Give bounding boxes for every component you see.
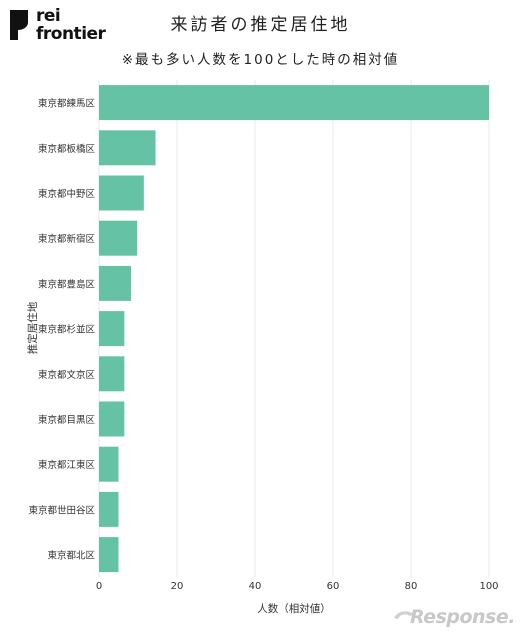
bar: [99, 130, 156, 166]
category-label: 東京都杉並区: [38, 324, 96, 336]
watermark-swoosh-icon: [394, 611, 414, 619]
x-tick-label: 60: [327, 581, 340, 592]
chart-subtitle: ※最も多い人数を100とした時の相対値: [121, 52, 400, 68]
category-label: 東京都中野区: [38, 188, 96, 200]
x-tick-label: 80: [405, 581, 418, 592]
bar: [99, 265, 131, 301]
x-tick-label: 20: [171, 581, 184, 592]
x-tick-labels: 0 20 40 60 80 100: [96, 581, 499, 592]
bar: [99, 85, 489, 121]
logo-mark-icon: [10, 10, 28, 40]
category-label: 東京都板橋区: [38, 143, 96, 155]
category-label: 東京都練馬区: [38, 98, 96, 110]
rei-frontier-logo: rei frontier: [8, 6, 128, 46]
bar: [99, 356, 125, 392]
x-axis-label: 人数（相対値）: [257, 602, 331, 615]
bar: [99, 175, 144, 211]
grid-lines: [98, 80, 490, 578]
bar: [99, 311, 125, 347]
bar: [99, 537, 119, 573]
bar: [99, 220, 138, 256]
category-label: 東京都目黒区: [38, 414, 96, 426]
logo-text-line2: frontier: [36, 24, 106, 44]
watermark-text: Response.: [410, 606, 515, 628]
logo-text-line1: rei: [36, 6, 61, 26]
bar: [99, 446, 119, 482]
category-label: 東京都豊島区: [38, 278, 96, 290]
x-tick-label: 0: [96, 581, 102, 592]
category-labels: 東京都練馬区東京都板橋区東京都中野区東京都新宿区東京都豊島区東京都杉並区東京都文…: [28, 98, 95, 562]
category-label: 東京都文京区: [38, 369, 96, 381]
bars: [99, 85, 489, 573]
category-label: 東京都世田谷区: [28, 504, 95, 516]
x-tick-label: 40: [249, 581, 262, 592]
chart-title: 来訪者の推定居住地: [170, 15, 351, 35]
response-watermark: Response.: [392, 604, 515, 632]
category-label: 東京都江東区: [38, 459, 96, 471]
x-tick-label: 100: [479, 581, 498, 592]
y-axis-label: 推定居住地: [26, 301, 39, 354]
category-label: 東京都新宿区: [38, 233, 96, 245]
bar: [99, 401, 125, 437]
category-label: 東京都北区: [47, 550, 95, 562]
bar: [99, 491, 119, 527]
